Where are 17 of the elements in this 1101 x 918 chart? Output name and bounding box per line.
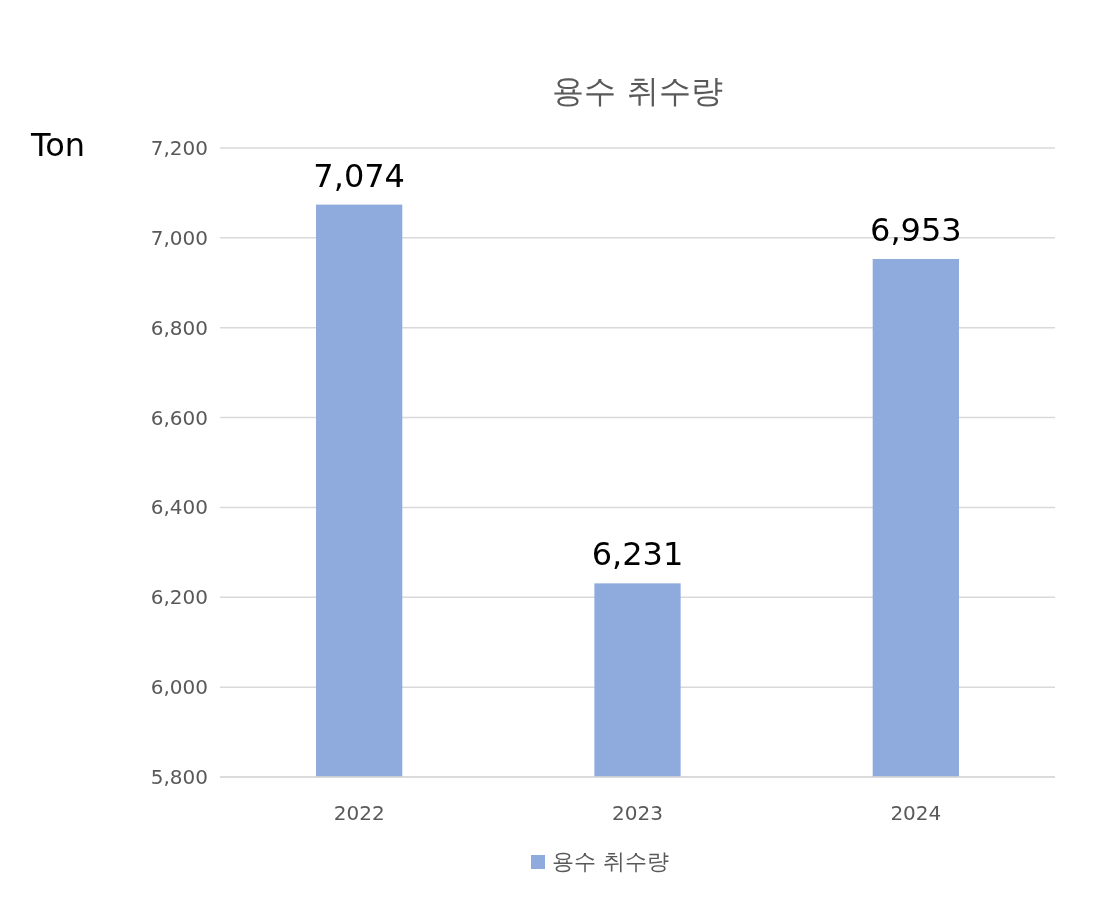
y-tick-label: 5,800 bbox=[150, 765, 208, 789]
y-tick-label: 6,400 bbox=[150, 495, 208, 520]
y-tick-label: 6,200 bbox=[150, 585, 208, 610]
y-tick-label: 6,800 bbox=[150, 315, 208, 340]
y-tick-label: 7,200 bbox=[150, 136, 208, 160]
data-label: 7,074 bbox=[313, 156, 405, 195]
y-tick-label: 7,000 bbox=[150, 225, 208, 250]
x-tick-label: 2024 bbox=[890, 801, 942, 825]
chart-title: 용수 취수량 bbox=[552, 72, 723, 110]
data-label: 6,953 bbox=[870, 210, 962, 249]
legend-label: 용수 취수량 bbox=[552, 849, 669, 874]
x-tick-label: 2022 bbox=[333, 801, 385, 825]
y-axis-title: Ton bbox=[30, 126, 85, 164]
y-tick-label: 6,600 bbox=[150, 405, 208, 430]
data-label: 6,231 bbox=[591, 535, 684, 574]
x-tick-label: 2023 bbox=[612, 801, 663, 825]
y-tick-label: 6,000 bbox=[150, 675, 208, 700]
